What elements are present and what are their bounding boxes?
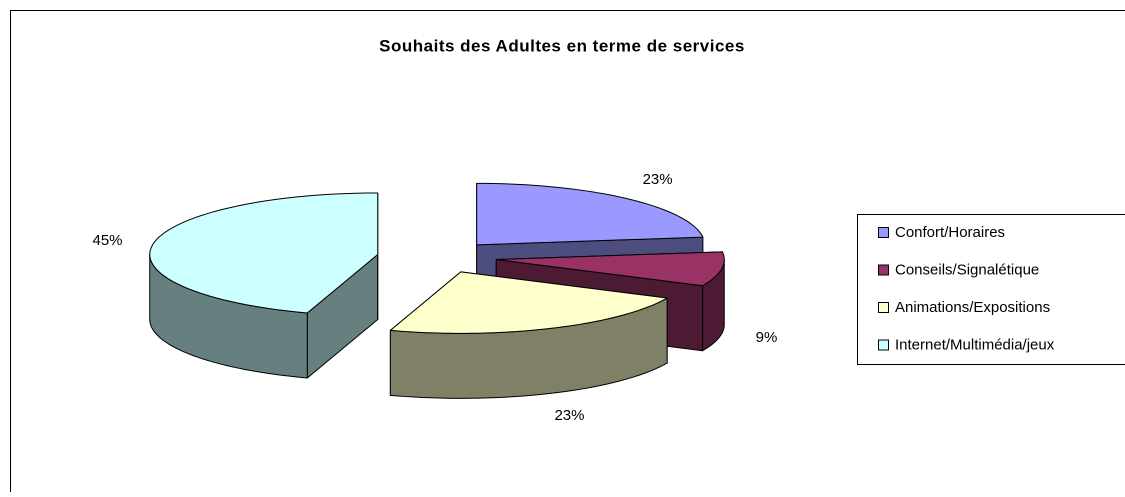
chart-title: Souhaits des Adultes en terme de service…	[379, 36, 745, 55]
legend-swatch	[879, 340, 889, 350]
data-label: 45%	[92, 232, 122, 249]
legend-label: Conseils/Signalétique	[895, 261, 1039, 278]
data-label: 9%	[756, 329, 778, 346]
legend-swatch	[879, 228, 889, 238]
legend-swatch	[879, 303, 889, 313]
legend-swatch	[879, 265, 889, 275]
legend-label: Internet/Multimédia/jeux	[895, 336, 1055, 353]
data-label: 23%	[554, 407, 584, 424]
legend-label: Animations/Expositions	[895, 299, 1050, 316]
legend-label: Confort/Horaires	[895, 224, 1005, 241]
data-label: 23%	[643, 171, 673, 188]
